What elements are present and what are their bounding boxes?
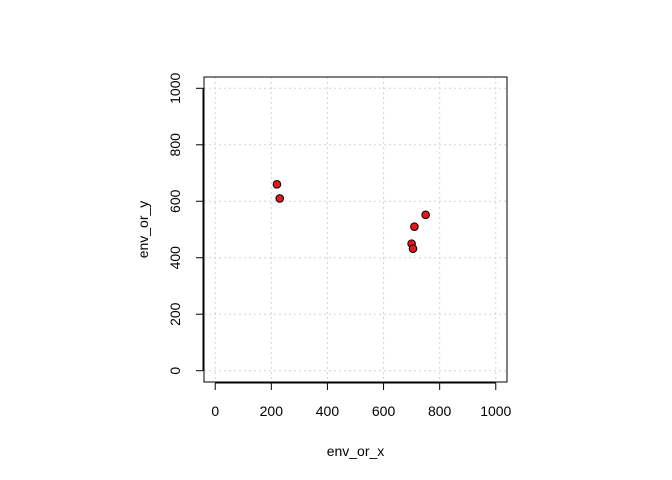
y-tick-label-1: 200 — [167, 302, 183, 326]
grid-lines — [204, 77, 507, 382]
data-point-2 — [421, 210, 430, 220]
y-tick-label-0: 0 — [167, 367, 183, 375]
x-tick-label-4: 800 — [428, 403, 452, 419]
x-tick-label-0: 0 — [211, 403, 219, 419]
y-tick-label-3: 600 — [167, 189, 183, 213]
y-tick-label-5: 1000 — [167, 73, 183, 104]
x-tick-label-3: 600 — [372, 403, 396, 419]
y-tick-label-2: 400 — [167, 246, 183, 270]
x-axis-title: env_or_x — [327, 443, 385, 459]
y-tick-label-4: 800 — [167, 133, 183, 157]
x-tick-label-2: 400 — [316, 403, 340, 419]
x-axis: 0 200 400 600 800 1000 — [211, 382, 512, 419]
x-tick-label-1: 200 — [260, 403, 284, 419]
y-axis-title: env_or_y — [135, 201, 151, 259]
data-points — [272, 180, 430, 254]
x-tick-label-5: 1000 — [480, 403, 511, 419]
plot-frame — [203, 76, 508, 383]
y-axis: 0 200 400 600 800 1000 — [167, 73, 204, 375]
data-point-0 — [272, 180, 282, 189]
data-point-5 — [408, 244, 418, 254]
data-point-3 — [410, 222, 419, 231]
data-point-1 — [275, 194, 285, 203]
